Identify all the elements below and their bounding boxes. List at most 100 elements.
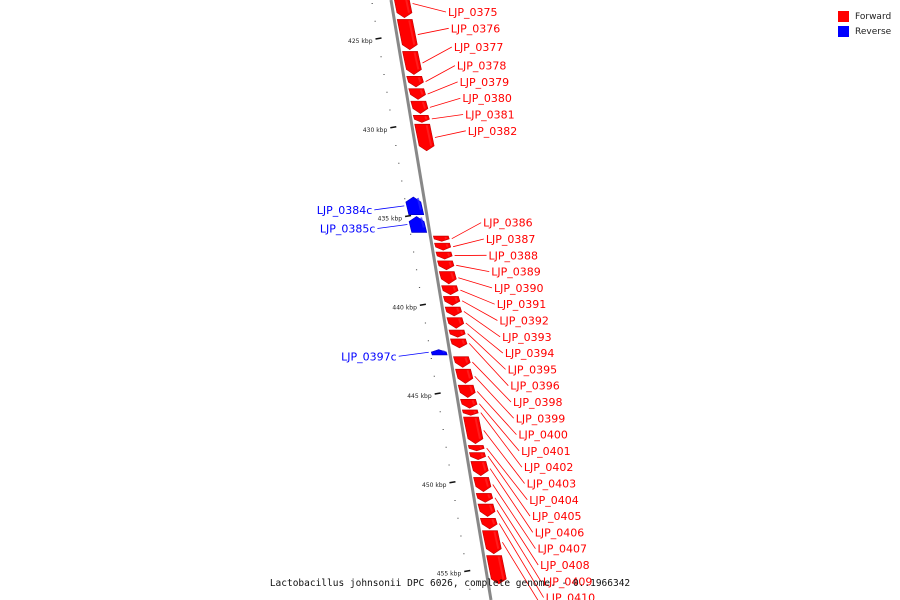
gene-label[interactable]: LJP_0396 <box>510 380 560 393</box>
gene-label[interactable]: LJP_0391 <box>497 298 546 311</box>
gene-ljp_0407[interactable] <box>473 477 492 492</box>
gene-ljp_0402[interactable] <box>461 409 479 416</box>
gene-ljp_0382[interactable] <box>414 123 435 152</box>
leader-line <box>489 468 534 533</box>
gene-ljp_0398[interactable] <box>453 356 471 368</box>
gene-ljp_0408[interactable] <box>475 493 494 503</box>
major-tick-mark <box>434 392 441 395</box>
gene-highlight <box>487 494 491 499</box>
reverse-swatch <box>838 26 849 37</box>
gene-ljp_0375[interactable] <box>392 0 413 19</box>
gene-ljp_0410[interactable] <box>479 517 498 530</box>
gene-highlight <box>442 350 446 353</box>
gene-ljp_0406[interactable] <box>470 461 489 477</box>
gene-ljp_0393[interactable] <box>444 306 463 317</box>
gene-arrow[interactable] <box>408 216 428 233</box>
gene-ljp_0404[interactable] <box>467 445 485 452</box>
gene-label[interactable]: LJP_0386 <box>483 217 533 230</box>
gene-label[interactable]: LJP_0400 <box>518 429 568 442</box>
gene-ljp_0411[interactable] <box>482 530 502 555</box>
gene-label[interactable]: LJP_0397c <box>341 350 397 363</box>
gene-ljp_0394[interactable] <box>446 317 465 329</box>
gene-highlight <box>458 318 462 324</box>
leader-line <box>434 130 466 138</box>
gene-ljp_0384c[interactable] <box>405 196 425 216</box>
leader-line <box>460 289 495 305</box>
gene-arrow[interactable] <box>463 416 484 445</box>
gene-label[interactable]: LJP_0402 <box>524 461 574 474</box>
gene-label[interactable]: LJP_0380 <box>462 92 512 105</box>
gene-arrow[interactable] <box>396 19 418 51</box>
gene-label[interactable]: LJP_0384c <box>317 204 373 217</box>
gene-label[interactable]: LJP_0403 <box>527 477 577 490</box>
gene-ljp_0399[interactable] <box>455 368 474 384</box>
gene-ljp_0386[interactable] <box>432 235 450 242</box>
gene-label[interactable]: LJP_0375 <box>448 6 498 19</box>
gene-highlight <box>444 236 448 240</box>
gene-partial[interactable] <box>486 555 507 585</box>
gene-label[interactable]: LJP_0393 <box>502 331 552 344</box>
gene-ljp_0397c[interactable] <box>430 349 448 356</box>
gene-label[interactable]: LJP_0405 <box>532 510 582 523</box>
gene-ljp_0389[interactable] <box>437 260 455 271</box>
gene-label[interactable]: LJP_0406 <box>535 526 585 539</box>
gene-ljp_0385c[interactable] <box>408 216 428 233</box>
gene-label[interactable]: LJP_0401 <box>521 445 571 458</box>
gene-ljp_0409[interactable] <box>477 503 496 517</box>
gene-arrow[interactable] <box>414 123 435 152</box>
gene-ljp_0401[interactable] <box>460 399 478 409</box>
gene-label[interactable]: LJP_0382 <box>468 125 518 138</box>
gene-label[interactable]: LJP_0408 <box>540 559 590 572</box>
gene-highlight <box>416 197 422 210</box>
gene-ljp_0396[interactable] <box>450 338 468 349</box>
gene-label[interactable]: LJP_0389 <box>491 266 541 279</box>
gene-label[interactable]: LJP_0407 <box>537 543 587 556</box>
gene-ljp_0379[interactable] <box>408 88 426 100</box>
leader-line <box>456 264 490 272</box>
gene-ljp_0380[interactable] <box>410 100 429 114</box>
gene-arrow[interactable] <box>461 409 479 416</box>
gene-ljp_0392[interactable] <box>442 296 461 306</box>
gene-label[interactable]: LJP_0381 <box>465 109 515 122</box>
gene-ljp_0390[interactable] <box>438 271 457 285</box>
gene-label[interactable]: LJP_0392 <box>499 314 548 327</box>
gene-ljp_0376[interactable] <box>396 19 418 51</box>
gene-arrow[interactable] <box>486 555 507 585</box>
gene-arrow[interactable] <box>432 235 450 242</box>
tick-label: 430 kbp <box>363 127 388 134</box>
gene-label[interactable]: LJP_0390 <box>494 282 544 295</box>
gene-ljp_0387[interactable] <box>434 242 452 251</box>
gene-label[interactable]: LJP_0379 <box>460 76 510 89</box>
gene-label[interactable]: LJP_0409 <box>543 575 593 588</box>
leader-line <box>474 375 515 419</box>
gene-label[interactable]: LJP_0394 <box>505 347 555 360</box>
gene-ljp_0378[interactable] <box>406 75 424 88</box>
gene-ljp_0381[interactable] <box>412 115 430 123</box>
gene-ljp_0405[interactable] <box>469 452 486 461</box>
gene-highlight <box>450 272 455 280</box>
gene-ljp_0403[interactable] <box>463 416 484 445</box>
gene-label[interactable]: LJP_0376 <box>451 22 501 35</box>
gene-label[interactable]: LJP_0399 <box>516 412 566 425</box>
gene-label[interactable]: LJP_0387 <box>486 233 536 246</box>
gene-label[interactable]: LJP_0398 <box>513 396 563 409</box>
gene-label[interactable]: LJP_0388 <box>489 249 539 262</box>
gene-label[interactable]: LJP_0385c <box>320 222 376 235</box>
gene-label[interactable]: LJP_0378 <box>457 60 507 73</box>
gene-label[interactable]: LJP_0410 <box>546 592 596 600</box>
gene-arrow[interactable] <box>430 349 448 356</box>
gene-ljp_0400[interactable] <box>457 384 476 398</box>
gene-ljp_0377[interactable] <box>402 51 422 75</box>
gene-arrow[interactable] <box>402 51 422 75</box>
gene-label[interactable]: LJP_0404 <box>529 494 579 507</box>
gene-ljp_0388[interactable] <box>435 251 453 260</box>
gene-ljp_0391[interactable] <box>441 285 459 295</box>
gene-label[interactable]: LJP_0377 <box>454 41 504 54</box>
gene-highlight <box>419 89 424 95</box>
gene-label[interactable]: LJP_0395 <box>508 363 558 376</box>
gene-arrow[interactable] <box>482 530 502 555</box>
gene-arrow[interactable] <box>467 445 485 452</box>
gene-ljp_0395[interactable] <box>448 329 466 338</box>
gene-arrow[interactable] <box>405 196 425 216</box>
